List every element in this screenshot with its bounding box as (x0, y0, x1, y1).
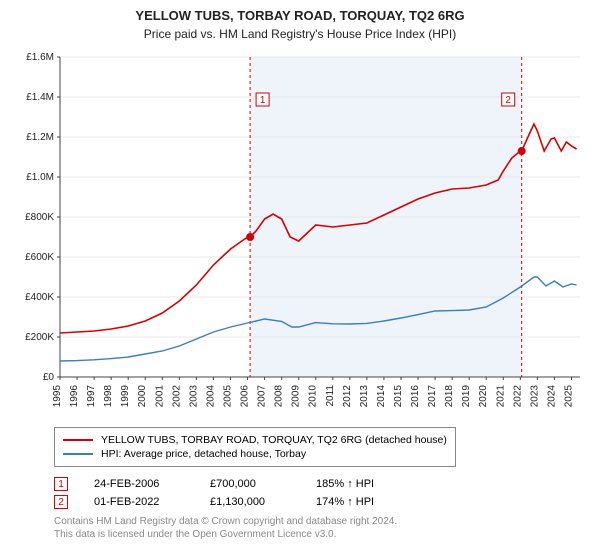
event-marker: 2 (54, 495, 68, 509)
legend-item: YELLOW TUBS, TORBAY ROAD, TORQUAY, TQ2 6… (63, 433, 447, 447)
event-row: 1 24-FEB-2006 £700,000 185% ↑ HPI (54, 477, 586, 491)
legend-item: HPI: Average price, detached house, Torb… (63, 447, 447, 461)
svg-text:£800K: £800K (25, 212, 54, 223)
svg-text:2017: 2017 (427, 385, 438, 408)
svg-text:1996: 1996 (69, 385, 80, 408)
svg-text:£600K: £600K (25, 252, 54, 263)
event-price: £1,130,000 (210, 496, 290, 508)
legend-swatch (63, 439, 93, 441)
svg-text:2022: 2022 (512, 385, 523, 408)
chart-container: YELLOW TUBS, TORBAY ROAD, TORQUAY, TQ2 6… (0, 0, 600, 560)
legend-label: YELLOW TUBS, TORBAY ROAD, TORQUAY, TQ2 6… (101, 434, 447, 446)
svg-text:2001: 2001 (154, 385, 165, 408)
svg-text:2021: 2021 (495, 385, 506, 408)
event-marker: 1 (54, 477, 68, 491)
svg-text:2018: 2018 (444, 385, 455, 408)
event-price: £700,000 (210, 478, 290, 490)
svg-text:£0: £0 (43, 372, 55, 383)
svg-text:2012: 2012 (342, 385, 353, 408)
svg-text:2003: 2003 (188, 385, 199, 408)
svg-text:2004: 2004 (205, 385, 216, 408)
svg-text:2023: 2023 (529, 385, 540, 408)
chart-svg: £0 £200K £400K £600K £800K £1.0M £1.2M £1.4M £1.… (14, 49, 586, 419)
event-hpi: 185% ↑ HPI (316, 478, 406, 490)
legend-label: HPI: Average price, detached house, Torb… (101, 448, 306, 460)
svg-text:2024: 2024 (546, 385, 557, 408)
svg-text:2015: 2015 (393, 385, 404, 408)
svg-text:2011: 2011 (325, 385, 336, 407)
svg-text:£1.4M: £1.4M (26, 92, 54, 103)
svg-text:£200K: £200K (25, 332, 54, 343)
svg-text:2020: 2020 (478, 385, 489, 408)
svg-text:2013: 2013 (359, 385, 370, 408)
chart-title: YELLOW TUBS, TORBAY ROAD, TORQUAY, TQ2 6… (14, 8, 586, 23)
svg-text:1999: 1999 (120, 385, 131, 408)
chart-subtitle: Price paid vs. HM Land Registry's House … (14, 27, 586, 41)
legend: YELLOW TUBS, TORBAY ROAD, TORQUAY, TQ2 6… (54, 427, 456, 467)
legend-swatch (63, 453, 93, 455)
svg-text:2005: 2005 (222, 385, 233, 408)
svg-text:1997: 1997 (86, 385, 97, 408)
svg-text:£1.6M: £1.6M (26, 52, 54, 63)
svg-text:1: 1 (260, 95, 266, 106)
event-hpi: 174% ↑ HPI (316, 496, 406, 508)
svg-text:2014: 2014 (376, 385, 387, 408)
svg-text:2002: 2002 (171, 385, 182, 408)
svg-text:£1.2M: £1.2M (26, 132, 54, 143)
svg-text:£400K: £400K (25, 292, 54, 303)
svg-text:2019: 2019 (461, 385, 472, 408)
svg-text:2000: 2000 (137, 385, 148, 408)
event-date: 01-FEB-2022 (94, 496, 184, 508)
event-row: 2 01-FEB-2022 £1,130,000 174% ↑ HPI (54, 495, 586, 509)
svg-text:1995: 1995 (52, 385, 63, 408)
footer: Contains HM Land Registry data © Crown c… (54, 515, 586, 541)
svg-text:2: 2 (505, 95, 511, 106)
events-list: 1 24-FEB-2006 £700,000 185% ↑ HPI 2 01-FEB-20… (54, 477, 586, 509)
footer-line2: This data is licensed under the Open Gov… (54, 528, 586, 541)
event-date: 24-FEB-2006 (94, 478, 184, 490)
svg-text:2006: 2006 (240, 385, 251, 408)
svg-text:2025: 2025 (563, 385, 574, 408)
svg-text:2009: 2009 (291, 385, 302, 408)
footer-line1: Contains HM Land Registry data © Crown c… (54, 515, 586, 528)
svg-text:1998: 1998 (103, 385, 114, 408)
svg-text:2007: 2007 (257, 385, 268, 408)
svg-text:2010: 2010 (308, 385, 319, 408)
svg-text:2008: 2008 (274, 385, 285, 408)
svg-text:2016: 2016 (410, 385, 421, 408)
svg-text:£1.0M: £1.0M (26, 172, 54, 183)
chart-area: £0 £200K £400K £600K £800K £1.0M £1.2M £1.4M £1.… (14, 49, 586, 419)
